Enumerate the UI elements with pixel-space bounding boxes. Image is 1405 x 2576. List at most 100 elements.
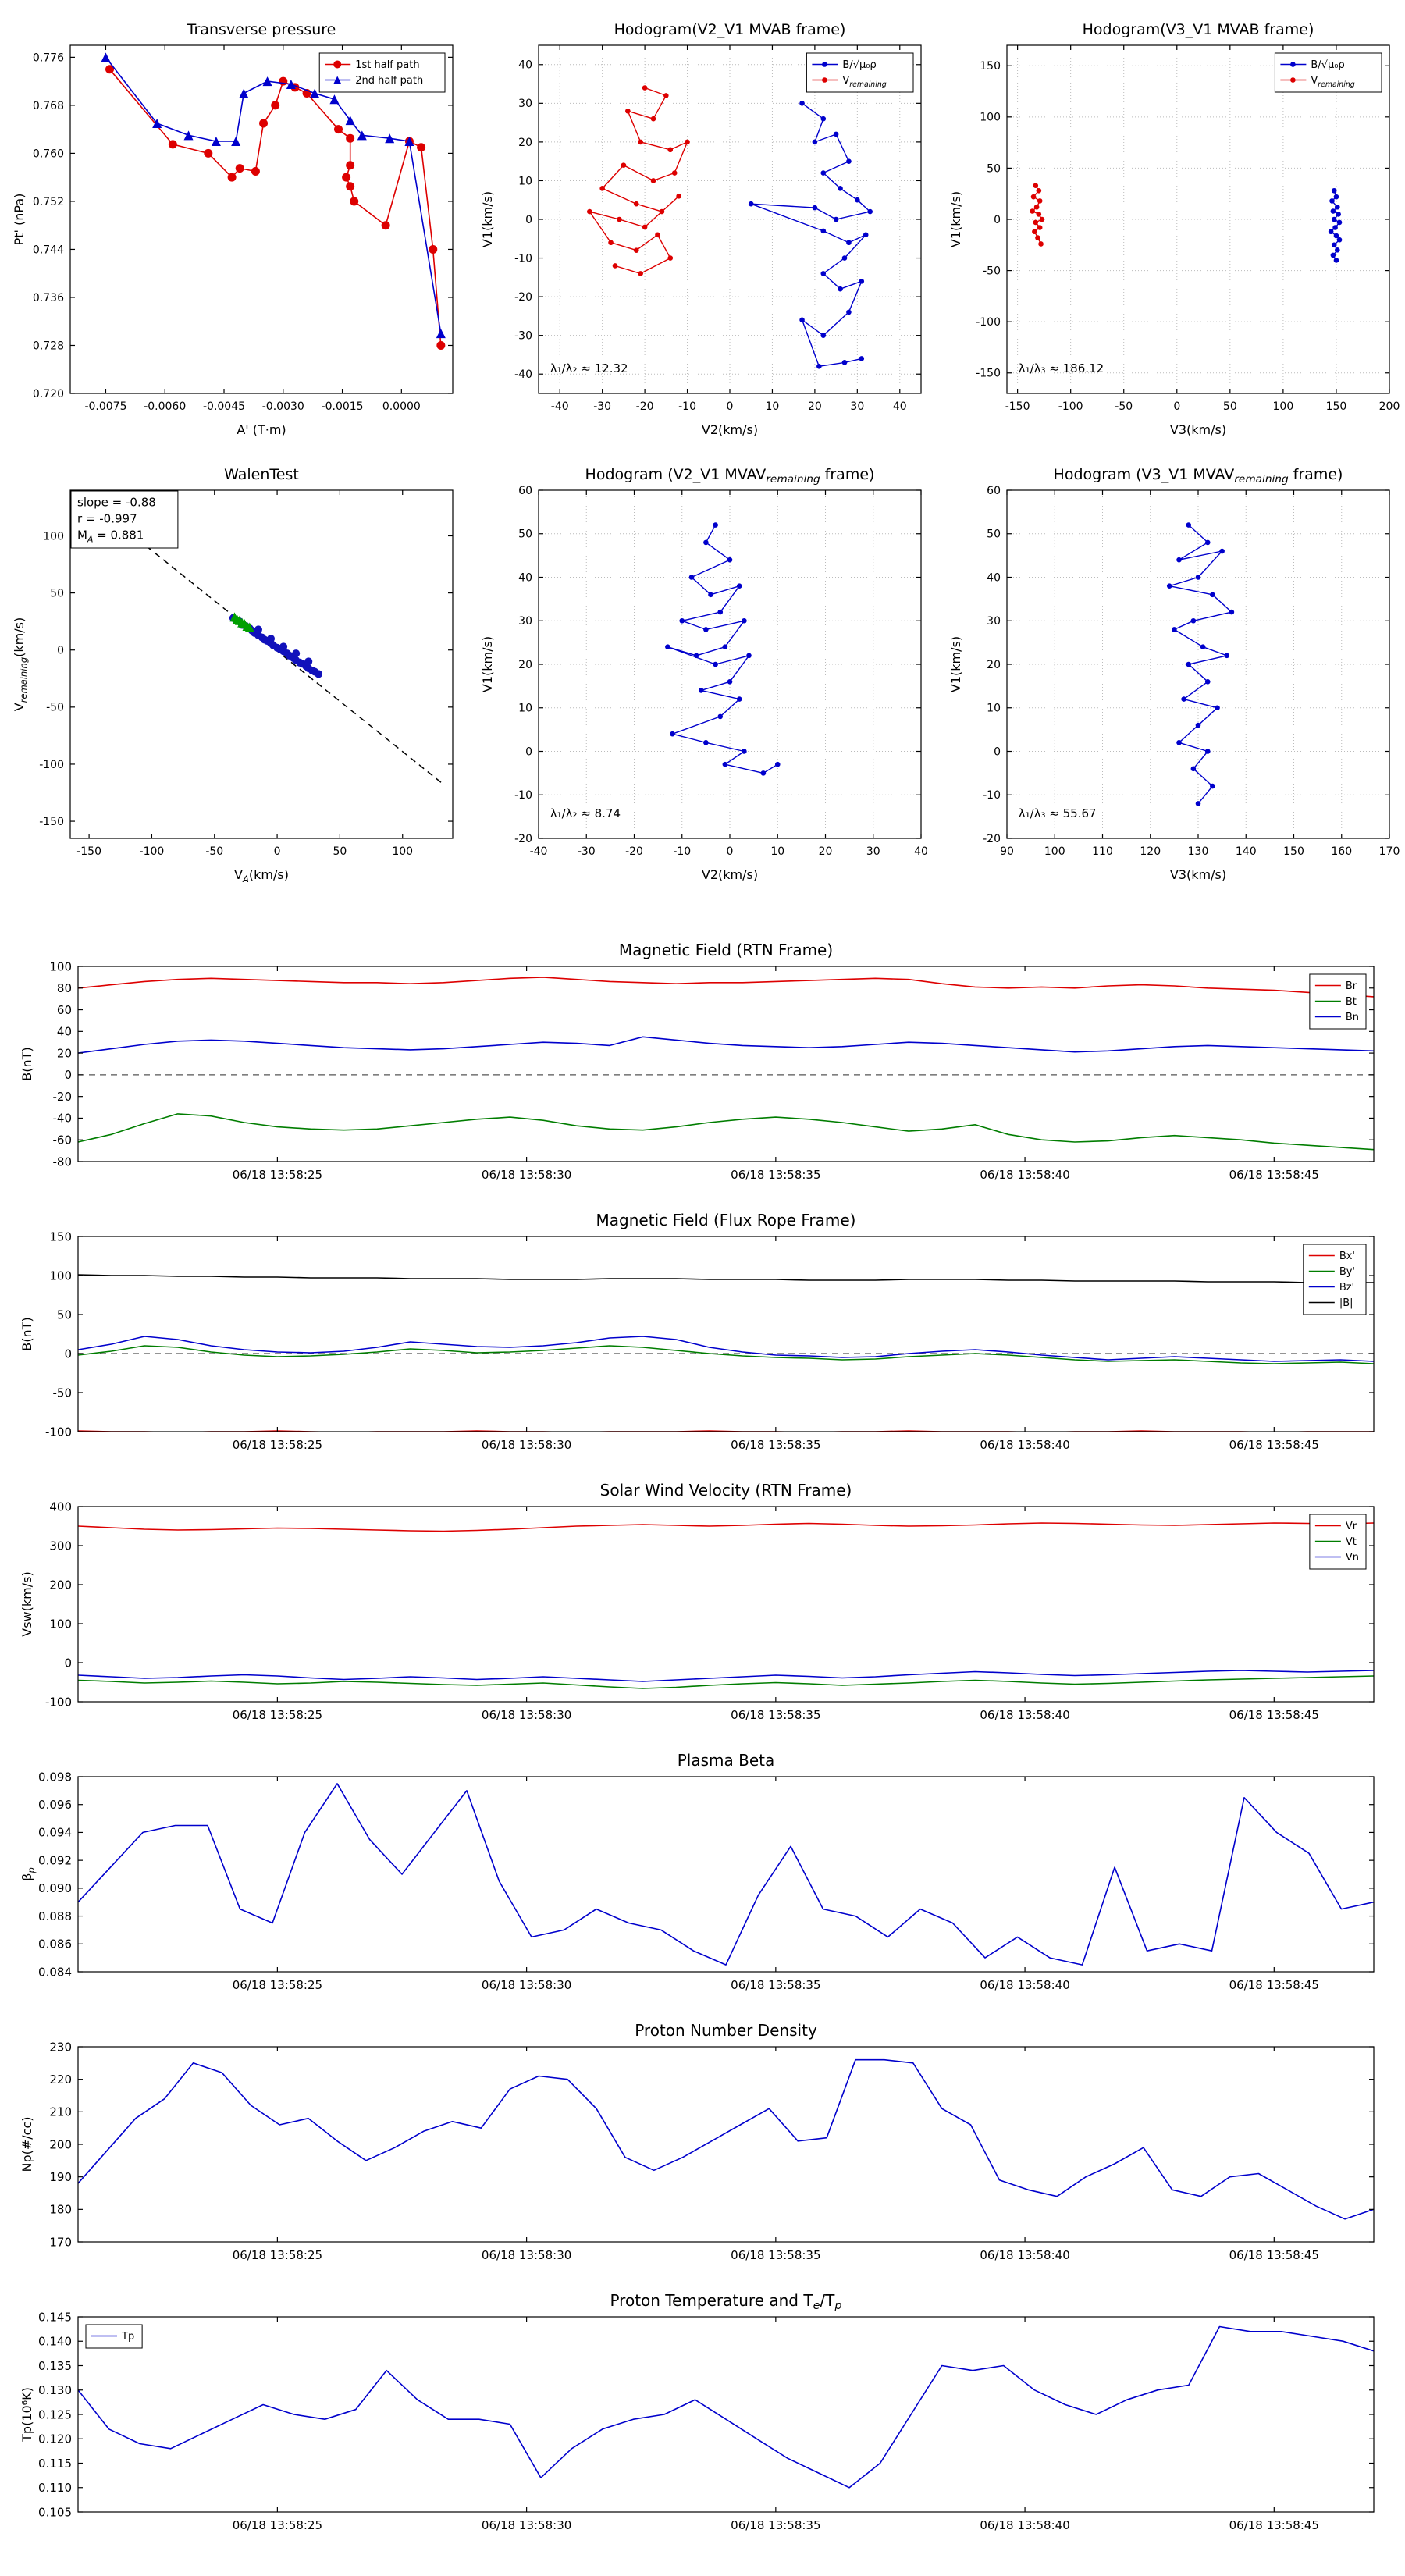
svg-text:Bx': Bx' [1339, 1251, 1355, 1262]
svg-text:06/18 13:58:35: 06/18 13:58:35 [731, 1438, 820, 1452]
svg-text:B/√μ₀ρ: B/√μ₀ρ [842, 59, 876, 71]
svg-text:-50: -50 [205, 845, 223, 858]
svg-text:-10: -10 [514, 252, 532, 265]
svg-text:50: 50 [987, 162, 1001, 175]
svg-text:-30: -30 [593, 400, 611, 413]
svg-text:40: 40 [57, 1025, 72, 1039]
svg-text:20: 20 [808, 400, 822, 413]
svg-text:130: 130 [1188, 845, 1209, 858]
svg-text:WalenTest: WalenTest [224, 466, 299, 483]
svg-text:06/18 13:58:40: 06/18 13:58:40 [980, 2518, 1069, 2532]
svg-text:200: 200 [1379, 400, 1400, 413]
svg-text:βp: βp [20, 1867, 37, 1881]
svg-text:0.135: 0.135 [38, 2359, 72, 2373]
svg-text:0: 0 [64, 1656, 72, 1670]
svg-text:20: 20 [819, 845, 833, 858]
svg-text:30: 30 [518, 98, 532, 110]
svg-text:0.092: 0.092 [38, 1853, 72, 1867]
svg-text:Tp: Tp [121, 2331, 134, 2343]
chart-solar-wind-velocity: 06/18 13:58:25 06/18 13:58:30 06/18 13:58:… [20, 1481, 1375, 1722]
svg-text:06/18 13:58:35: 06/18 13:58:35 [731, 1708, 820, 1722]
svg-text:20: 20 [518, 137, 532, 149]
svg-text:06/18 13:58:40: 06/18 13:58:40 [980, 1168, 1069, 1182]
svg-text:30: 30 [987, 615, 1001, 628]
svg-text:0.752: 0.752 [33, 196, 64, 208]
svg-text:r = -0.997: r = -0.997 [77, 511, 137, 525]
svg-text:06/18 13:58:40: 06/18 13:58:40 [980, 2248, 1069, 2262]
svg-text:slope = -0.88: slope = -0.88 [77, 495, 156, 509]
svg-text:06/18 13:58:45: 06/18 13:58:45 [1229, 1438, 1319, 1452]
svg-text:220: 220 [49, 2073, 72, 2087]
svg-text:Magnetic Field (RTN Frame): Magnetic Field (RTN Frame) [619, 941, 833, 959]
svg-text:VA(km/s): VA(km/s) [234, 867, 289, 884]
svg-text:50: 50 [50, 588, 64, 600]
svg-text:0.105: 0.105 [38, 2505, 72, 2519]
svg-text:Proton Number Density: Proton Number Density [635, 2021, 817, 2040]
svg-text:B(nT): B(nT) [20, 1317, 34, 1350]
svg-text:06/18 13:58:25: 06/18 13:58:25 [233, 2518, 322, 2532]
svg-text:0.736: 0.736 [33, 292, 64, 304]
svg-text:20: 20 [987, 659, 1001, 671]
svg-text:06/18 13:58:30: 06/18 13:58:30 [482, 1168, 571, 1182]
svg-text:0.145: 0.145 [38, 2310, 72, 2324]
svg-text:-40: -40 [514, 368, 532, 381]
svg-text:V3(km/s): V3(km/s) [1170, 867, 1226, 882]
svg-text:210: 210 [49, 2105, 72, 2119]
svg-text:-0.0075: -0.0075 [84, 400, 126, 413]
svg-text:λ₁/λ₂ ≈ 12.32: λ₁/λ₂ ≈ 12.32 [550, 361, 628, 375]
svg-text:06/18 13:58:45: 06/18 13:58:45 [1229, 2518, 1319, 2532]
svg-text:40: 40 [893, 400, 907, 413]
svg-text:06/18 13:58:35: 06/18 13:58:35 [731, 2518, 820, 2532]
svg-text:90: 90 [1000, 845, 1014, 858]
svg-text:Vt: Vt [1346, 1536, 1357, 1548]
svg-text:0.115: 0.115 [38, 2457, 72, 2471]
svg-text:150: 150 [1326, 400, 1347, 413]
svg-text:0.720: 0.720 [33, 388, 64, 400]
svg-text:190: 190 [49, 2170, 72, 2184]
svg-text:170: 170 [1379, 845, 1400, 858]
svg-text:-150: -150 [976, 368, 1001, 380]
svg-text:λ₁/λ₃ ≈ 55.67: λ₁/λ₃ ≈ 55.67 [1019, 806, 1097, 820]
svg-text:0.768: 0.768 [33, 100, 64, 112]
svg-text:0: 0 [274, 845, 281, 858]
svg-text:-100: -100 [976, 316, 1001, 329]
svg-text:Vn: Vn [1346, 1552, 1359, 1564]
svg-text:150: 150 [1283, 845, 1304, 858]
svg-text:100: 100 [980, 112, 1001, 124]
svg-text:V1(km/s): V1(km/s) [480, 191, 495, 247]
svg-text:-40: -40 [53, 1112, 73, 1126]
svg-text:-40: -40 [530, 845, 548, 858]
svg-text:Hodogram(V2_V1 MVAB frame): Hodogram(V2_V1 MVAB frame) [614, 21, 846, 38]
svg-text:λ₁/λ₃ ≈ 186.12: λ₁/λ₃ ≈ 186.12 [1019, 361, 1104, 375]
svg-text:Vsw(km/s): Vsw(km/s) [20, 1571, 34, 1636]
svg-text:Transverse pressure: Transverse pressure [187, 21, 336, 38]
svg-text:06/18 13:58:40: 06/18 13:58:40 [980, 1438, 1069, 1452]
svg-text:-0.0060: -0.0060 [144, 400, 186, 413]
svg-text:λ₁/λ₂ ≈ 8.74: λ₁/λ₂ ≈ 8.74 [550, 806, 621, 820]
svg-text:30: 30 [518, 615, 532, 628]
svg-text:-20: -20 [53, 1090, 73, 1104]
svg-text:0: 0 [727, 845, 734, 858]
chart-plasma-beta: 06/18 13:58:25 06/18 13:58:30 06/18 13:58:… [20, 1751, 1375, 1992]
svg-text:Np(#/cc): Np(#/cc) [20, 2117, 34, 2172]
svg-text:0: 0 [64, 1068, 72, 1082]
svg-text:0: 0 [525, 214, 532, 226]
svg-text:100: 100 [392, 845, 413, 858]
svg-text:-100: -100 [1058, 400, 1083, 413]
svg-text:Vremaining: Vremaining [842, 75, 886, 89]
svg-text:0.094: 0.094 [38, 1826, 72, 1840]
svg-text:By': By' [1339, 1266, 1355, 1278]
svg-text:10: 10 [770, 845, 784, 858]
svg-text:-30: -30 [514, 330, 532, 343]
svg-text:-100: -100 [45, 1695, 72, 1709]
svg-text:06/18 13:58:25: 06/18 13:58:25 [233, 1708, 322, 1722]
svg-text:0.760: 0.760 [33, 148, 64, 160]
svg-text:60: 60 [518, 485, 532, 497]
svg-text:06/18 13:58:45: 06/18 13:58:45 [1229, 2248, 1319, 2262]
svg-text:06/18 13:58:40: 06/18 13:58:40 [980, 1708, 1069, 1722]
svg-text:10: 10 [518, 703, 532, 715]
svg-text:Hodogram (V3_V1 MVAVremaining: Hodogram (V3_V1 MVAVremaining frame) [1054, 466, 1343, 486]
svg-text:160: 160 [1331, 845, 1352, 858]
svg-text:-40: -40 [551, 400, 569, 413]
